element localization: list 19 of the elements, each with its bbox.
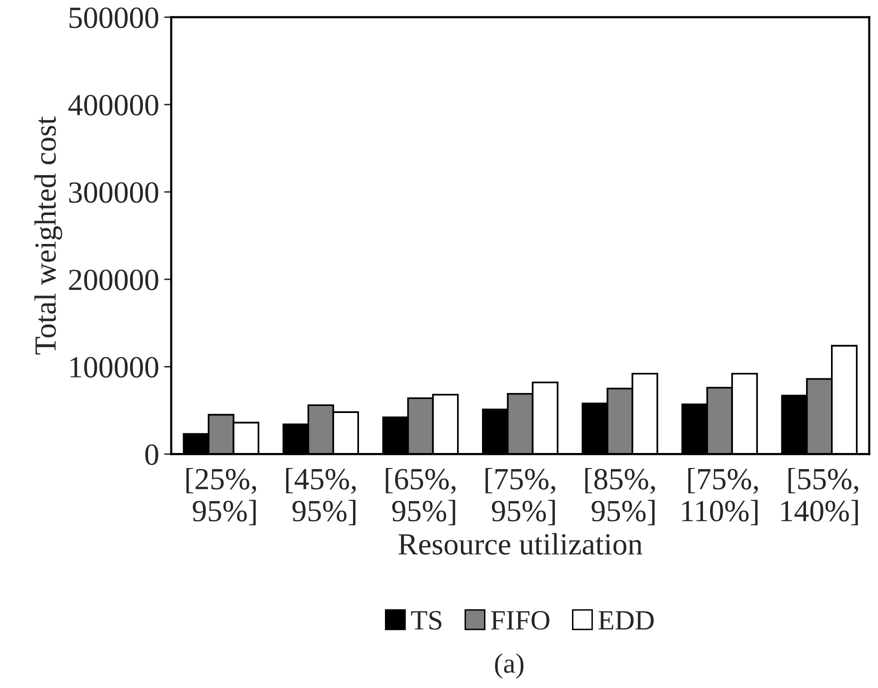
legend-label: EDD [598,611,654,630]
text: (a) [495,653,524,679]
x-tick-label: [75%, 110%] [682,468,758,526]
x-tick-label: [45%, 95%] [286,468,356,526]
x-tick-label: [65%, 95%] [386,468,456,526]
x-tick-label: [85%, 95%] [585,468,655,526]
legend-label: TS [411,611,442,630]
y-tick-label: 0 [145,444,158,465]
x-axis-title: Resource utilization [398,533,642,555]
y-tick-label: 500000 [70,7,158,28]
y-tick-label: 400000 [68,94,158,116]
x-tick-label: [25%, 95%] [186,468,256,526]
y-axis-title: Total weighted cost [34,116,62,355]
x-tick-label: [55%, 140%] [781,468,858,526]
x-tick-label: [75%, 95%] [486,468,556,526]
legend-label: FIFO [491,611,550,630]
y-tick-label: 100000 [70,356,158,378]
y-tick-label: 300000 [69,182,158,203]
y-tick-label: 200000 [69,270,158,290]
